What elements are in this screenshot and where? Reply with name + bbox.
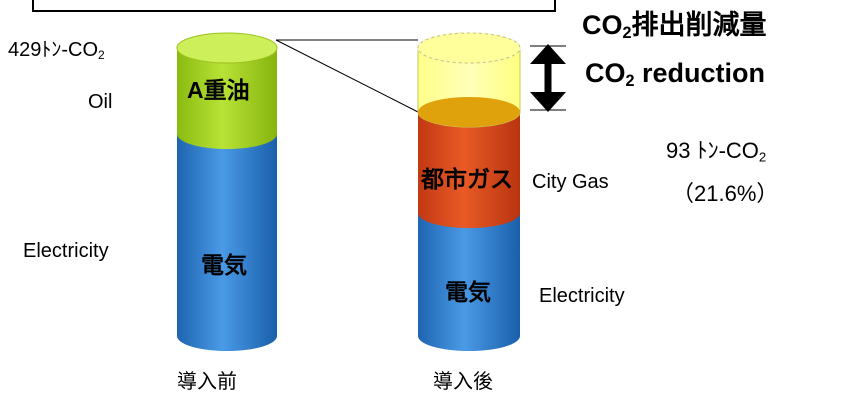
after-gas-label-jp: 都市ガス (421, 166, 513, 192)
reduction-amount: 93 ﾄﾝ-CO2 (666, 138, 767, 165)
before-cylinder (176, 32, 278, 351)
reduction-title-jp: CO2排出削減量 (582, 10, 767, 43)
after-gas-label-en: City Gas (532, 171, 609, 193)
after-cylinder (417, 32, 521, 351)
after-caption: 導入後 (433, 371, 493, 393)
before-top-cap (176, 32, 278, 64)
reduction-percent: （21.6%） (672, 181, 779, 206)
before-total-label: 429ﾄﾝ-CO2 (8, 39, 105, 62)
connector-line-diagonal (275, 39, 419, 113)
before-oil-label-en: Oil (88, 91, 113, 113)
before-oil-label-jp: A重油 (187, 77, 250, 103)
after-gas-segment (418, 112, 520, 228)
reduction-double-arrow (530, 44, 566, 112)
after-reduction-top-cap-dashes (417, 32, 521, 64)
after-electricity-label-en: Electricity (539, 285, 625, 307)
before-electricity-label-jp: 電気 (201, 252, 247, 278)
after-gas-top-cap (418, 97, 520, 127)
reduction-title-en: CO2 reduction (585, 58, 766, 91)
before-oil-segment (177, 48, 277, 149)
before-caption: 導入前 (177, 371, 237, 393)
after-electricity-label-jp: 電気 (445, 279, 491, 305)
before-electricity-label-en: Electricity (23, 240, 109, 262)
top-frame-bar (32, 0, 556, 12)
